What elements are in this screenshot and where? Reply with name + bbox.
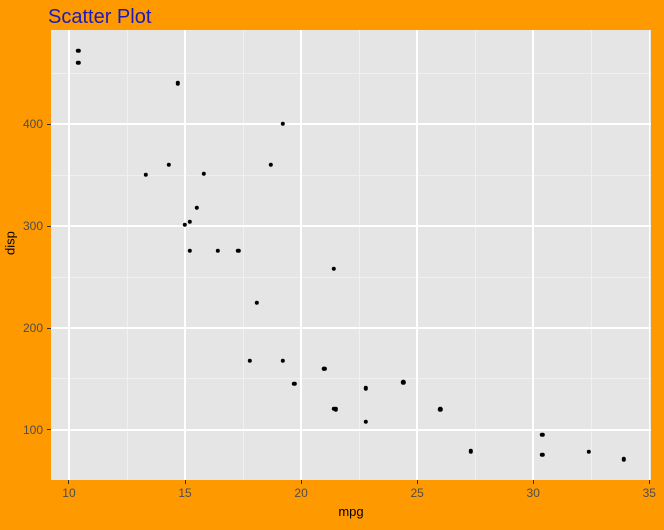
grid-major-x — [649, 30, 651, 480]
grid-major-x — [416, 30, 418, 480]
scatter-point — [201, 172, 205, 176]
scatter-point — [438, 407, 442, 411]
plot-panel — [51, 30, 651, 480]
y-tick — [47, 328, 51, 329]
grid-major-y — [51, 327, 651, 329]
scatter-point — [167, 163, 171, 167]
scatter-point — [280, 359, 284, 363]
y-tick-label: 200 — [23, 321, 43, 335]
scatter-point — [194, 205, 198, 209]
scatter-point — [176, 81, 180, 85]
x-tick-label: 35 — [643, 486, 656, 500]
grid-minor-y — [51, 73, 651, 74]
scatter-point — [187, 220, 191, 224]
x-tick — [417, 480, 418, 484]
y-tick — [47, 429, 51, 430]
scatter-point — [540, 433, 544, 437]
scatter-point — [248, 359, 252, 363]
y-tick-label: 300 — [23, 219, 43, 233]
scatter-point — [401, 380, 405, 384]
grid-major-x — [68, 30, 70, 480]
scatter-point — [540, 453, 544, 457]
grid-major-x — [300, 30, 302, 480]
x-tick — [533, 480, 534, 484]
scatter-point — [468, 449, 472, 453]
scatter-point — [364, 420, 368, 424]
scatter-point — [187, 249, 191, 253]
grid-minor-y — [51, 277, 651, 278]
scatter-point — [322, 367, 326, 371]
scatter-point — [622, 457, 626, 461]
y-tick — [47, 124, 51, 125]
scatter-point — [269, 163, 273, 167]
x-axis-title: mpg — [338, 504, 363, 519]
x-tick-label: 20 — [294, 486, 307, 500]
chart-container: Scatter Plot disp mpg 10 15 20 25 30 35 100 200… — [0, 0, 664, 530]
x-tick-label: 30 — [527, 486, 540, 500]
grid-major-y — [51, 225, 651, 227]
y-tick — [47, 226, 51, 227]
y-axis-title: disp — [3, 231, 18, 255]
x-tick-label: 15 — [178, 486, 191, 500]
grid-minor-x — [591, 30, 592, 480]
scatter-point — [143, 173, 147, 177]
scatter-point — [236, 249, 240, 253]
grid-major-y — [51, 429, 651, 431]
grid-major-x — [532, 30, 534, 480]
x-tick-label: 25 — [410, 486, 423, 500]
scatter-point — [76, 61, 80, 65]
grid-minor-x — [359, 30, 360, 480]
y-tick-label: 400 — [23, 117, 43, 131]
scatter-point — [76, 48, 80, 52]
grid-minor-y — [51, 378, 651, 379]
grid-major-y — [51, 123, 651, 125]
scatter-point — [255, 300, 259, 304]
x-tick — [649, 480, 650, 484]
grid-minor-x — [243, 30, 244, 480]
scatter-point — [280, 122, 284, 126]
scatter-point — [215, 249, 219, 253]
grid-minor-x — [475, 30, 476, 480]
x-tick — [68, 480, 69, 484]
scatter-point — [364, 386, 368, 390]
grid-minor-y — [51, 175, 651, 176]
chart-title: Scatter Plot — [48, 6, 151, 29]
grid-minor-x — [127, 30, 128, 480]
x-tick — [185, 480, 186, 484]
scatter-point — [292, 382, 296, 386]
y-tick-label: 100 — [23, 423, 43, 437]
x-tick-label: 10 — [62, 486, 75, 500]
scatter-point — [331, 267, 335, 271]
grid-major-x — [184, 30, 186, 480]
x-tick — [301, 480, 302, 484]
